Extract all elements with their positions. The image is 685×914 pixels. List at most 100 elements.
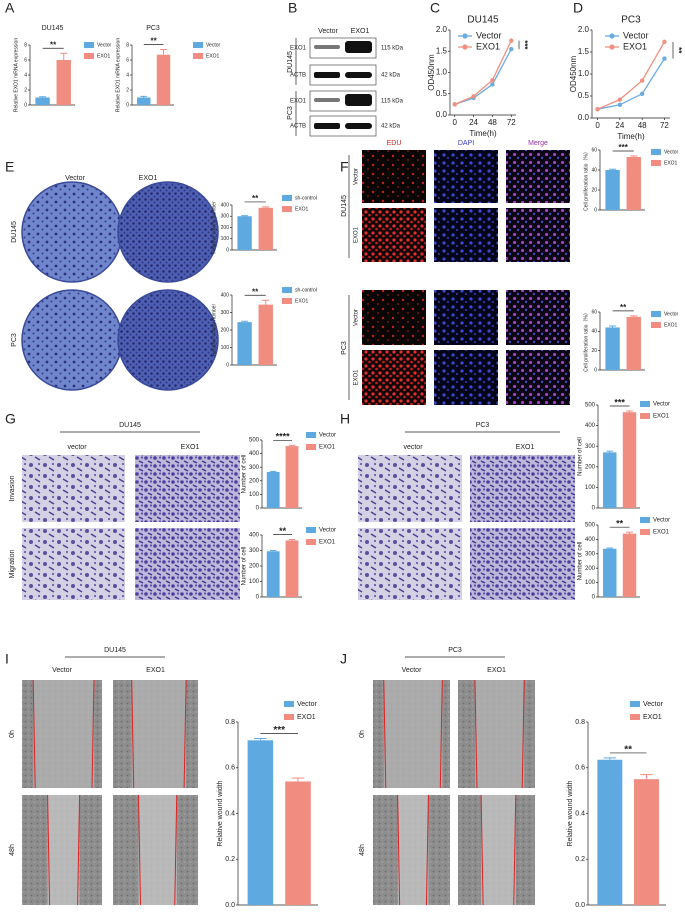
y-tick-label: 4 <box>126 72 129 78</box>
wound-gap <box>33 680 94 788</box>
significance-label: **** <box>276 432 291 442</box>
wound-edge <box>91 679 95 789</box>
blot-band <box>314 123 340 129</box>
x-tick-label: 0 <box>595 121 600 130</box>
legend-swatch <box>282 195 292 201</box>
significance-label: *** <box>273 725 285 736</box>
series-line <box>597 58 665 110</box>
wound-edge <box>513 794 517 906</box>
legend-label: EXO1 <box>664 160 678 166</box>
y-tick-label: 2 <box>126 87 129 93</box>
wound-edge <box>47 794 51 906</box>
chart-title: PC3 <box>146 25 160 32</box>
x-axis-label: Time(h) <box>469 129 497 138</box>
y-tick-label: 100 <box>221 236 230 242</box>
chart-title: PC3 <box>621 15 641 26</box>
x-tick-label: 48 <box>488 118 497 127</box>
y-tick-label: 0 <box>126 102 129 108</box>
band-label: EXO1 <box>290 46 307 52</box>
data-point <box>639 78 645 83</box>
legend-label: EXO1 <box>295 206 309 212</box>
culture-dish <box>21 181 123 283</box>
y-axis-label: Relative EXO1 mRNA expression <box>13 38 19 112</box>
y-tick-label: 40 <box>591 167 597 173</box>
group-label: PC3 <box>287 106 294 120</box>
legend-label: EXO1 <box>643 714 662 721</box>
y-tick-label: 0 <box>592 506 596 512</box>
legend-swatch <box>640 529 650 535</box>
legend-swatch <box>651 311 661 317</box>
y-axis-label: Relative wound width <box>217 780 224 846</box>
data-point <box>639 91 645 97</box>
bar <box>597 759 623 905</box>
bar <box>603 452 617 508</box>
micrograph-image <box>358 528 462 600</box>
legend-label: Vector <box>623 30 649 40</box>
micrograph-image <box>470 528 575 600</box>
micrograph-image <box>506 208 570 262</box>
legend-swatch <box>640 401 650 407</box>
bar <box>156 54 171 105</box>
micrograph-image <box>506 150 570 203</box>
panel-label: I <box>5 651 9 667</box>
y-axis-label: Relative colony number <box>211 304 217 357</box>
significance-label: ** <box>151 37 158 46</box>
row-label: DU145 <box>11 221 18 243</box>
y-tick-label: 0.8 <box>225 719 235 726</box>
micrograph-image <box>362 150 426 203</box>
micrograph-image <box>135 455 240 522</box>
significance-label: ** <box>279 526 287 536</box>
legend-label: Vector <box>653 402 670 408</box>
band-label: ACTB <box>290 73 306 79</box>
wound-edge <box>383 679 387 789</box>
wound-gap <box>131 680 187 788</box>
row-label: EXO1 <box>354 226 360 243</box>
lane-label: EXO1 <box>351 28 370 35</box>
micrograph-image <box>434 290 498 345</box>
significance-label: ** <box>50 40 57 49</box>
legend-label: EXO1 <box>297 714 316 721</box>
y-tick-label: 0 <box>594 367 597 373</box>
bar <box>603 548 617 597</box>
y-tick-label: 500 <box>585 523 596 529</box>
y-tick-label: 400 <box>221 202 230 208</box>
data-point <box>662 39 667 45</box>
bar <box>56 60 71 105</box>
panel-title: PC3 <box>448 647 462 654</box>
legend-label: sh-control <box>295 195 317 201</box>
y-tick-label: 400 <box>585 537 596 543</box>
row-label: EXO1 <box>354 369 360 386</box>
significance-label: ** <box>616 519 624 529</box>
wound-edge <box>474 679 478 789</box>
y-tick-label: 200 <box>585 464 596 470</box>
bar <box>634 779 659 905</box>
column-label: vector <box>403 444 423 451</box>
y-axis-label: Relative wound width <box>567 780 574 846</box>
significance-label: ** <box>674 47 683 54</box>
panel-label: B <box>288 0 297 16</box>
significance-label: *** <box>619 143 629 152</box>
legend-marker <box>609 44 615 50</box>
y-tick-label: 300 <box>585 551 596 557</box>
y-axis-label: Number of cell <box>242 455 248 494</box>
bar <box>137 97 151 105</box>
lane-label: Vector <box>318 28 339 35</box>
y-tick-label: 1.0 <box>578 69 590 78</box>
y-tick-label: 1.5 <box>578 47 590 56</box>
legend-swatch <box>282 206 292 212</box>
wound-edge <box>174 794 178 906</box>
y-tick-label: 6 <box>24 57 27 63</box>
bar <box>266 471 280 508</box>
bar <box>285 781 311 905</box>
data-point <box>662 56 667 61</box>
series-line <box>597 41 665 110</box>
wound-gap <box>138 795 177 905</box>
y-tick-label: 4 <box>24 72 27 78</box>
x-tick-label: 72 <box>507 118 516 127</box>
bar <box>605 327 620 370</box>
legend-label: EXO1 <box>653 530 670 536</box>
bar <box>285 446 299 508</box>
y-tick-label: 0.0 <box>575 902 585 909</box>
legend-label: EXO1 <box>319 540 336 546</box>
y-tick-label: 8 <box>24 42 27 48</box>
